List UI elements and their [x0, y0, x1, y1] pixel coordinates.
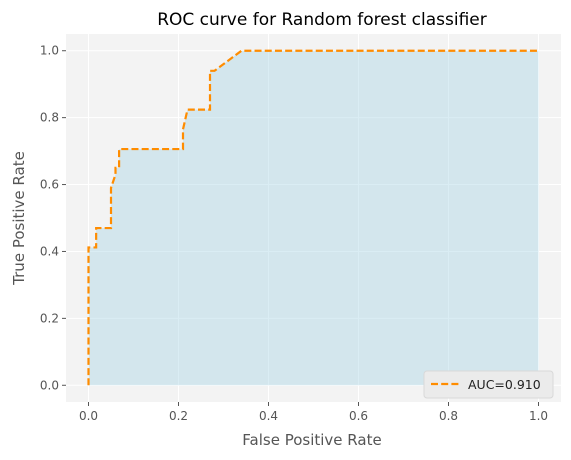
x-tick-label: 1.0 — [529, 409, 548, 423]
y-tick-label: 0.8 — [40, 111, 59, 125]
legend: AUC=0.910 — [423, 370, 554, 399]
x-tick-label: 0.2 — [169, 409, 188, 423]
x-tick-label: 0.8 — [439, 409, 458, 423]
y-axis-ticks: 0.0 0.2 0.4 0.6 0.8 1.0 — [40, 44, 66, 392]
y-tick-label: 0.6 — [40, 178, 59, 192]
chart-title: ROC curve for Random forest classifier — [157, 10, 487, 30]
legend-label: AUC=0.910 — [468, 377, 541, 392]
area-under-curve — [88, 50, 539, 386]
x-axis-ticks: 0.0 0.2 0.4 0.6 0.8 1.0 — [79, 402, 548, 423]
x-axis-label: False Positive Rate — [242, 431, 381, 449]
y-tick-label: 1.0 — [40, 44, 59, 58]
y-axis-label: True Positive Rate — [10, 151, 28, 286]
y-tick-label: 0.0 — [40, 378, 59, 392]
y-tick-label: 0.4 — [40, 244, 59, 258]
plot-area — [66, 34, 561, 402]
x-tick-label: 0.6 — [349, 409, 368, 423]
x-tick-label: 0.0 — [79, 409, 98, 423]
legend-box — [423, 370, 554, 399]
y-tick-label: 0.2 — [40, 311, 59, 325]
x-tick-label: 0.4 — [259, 409, 278, 423]
